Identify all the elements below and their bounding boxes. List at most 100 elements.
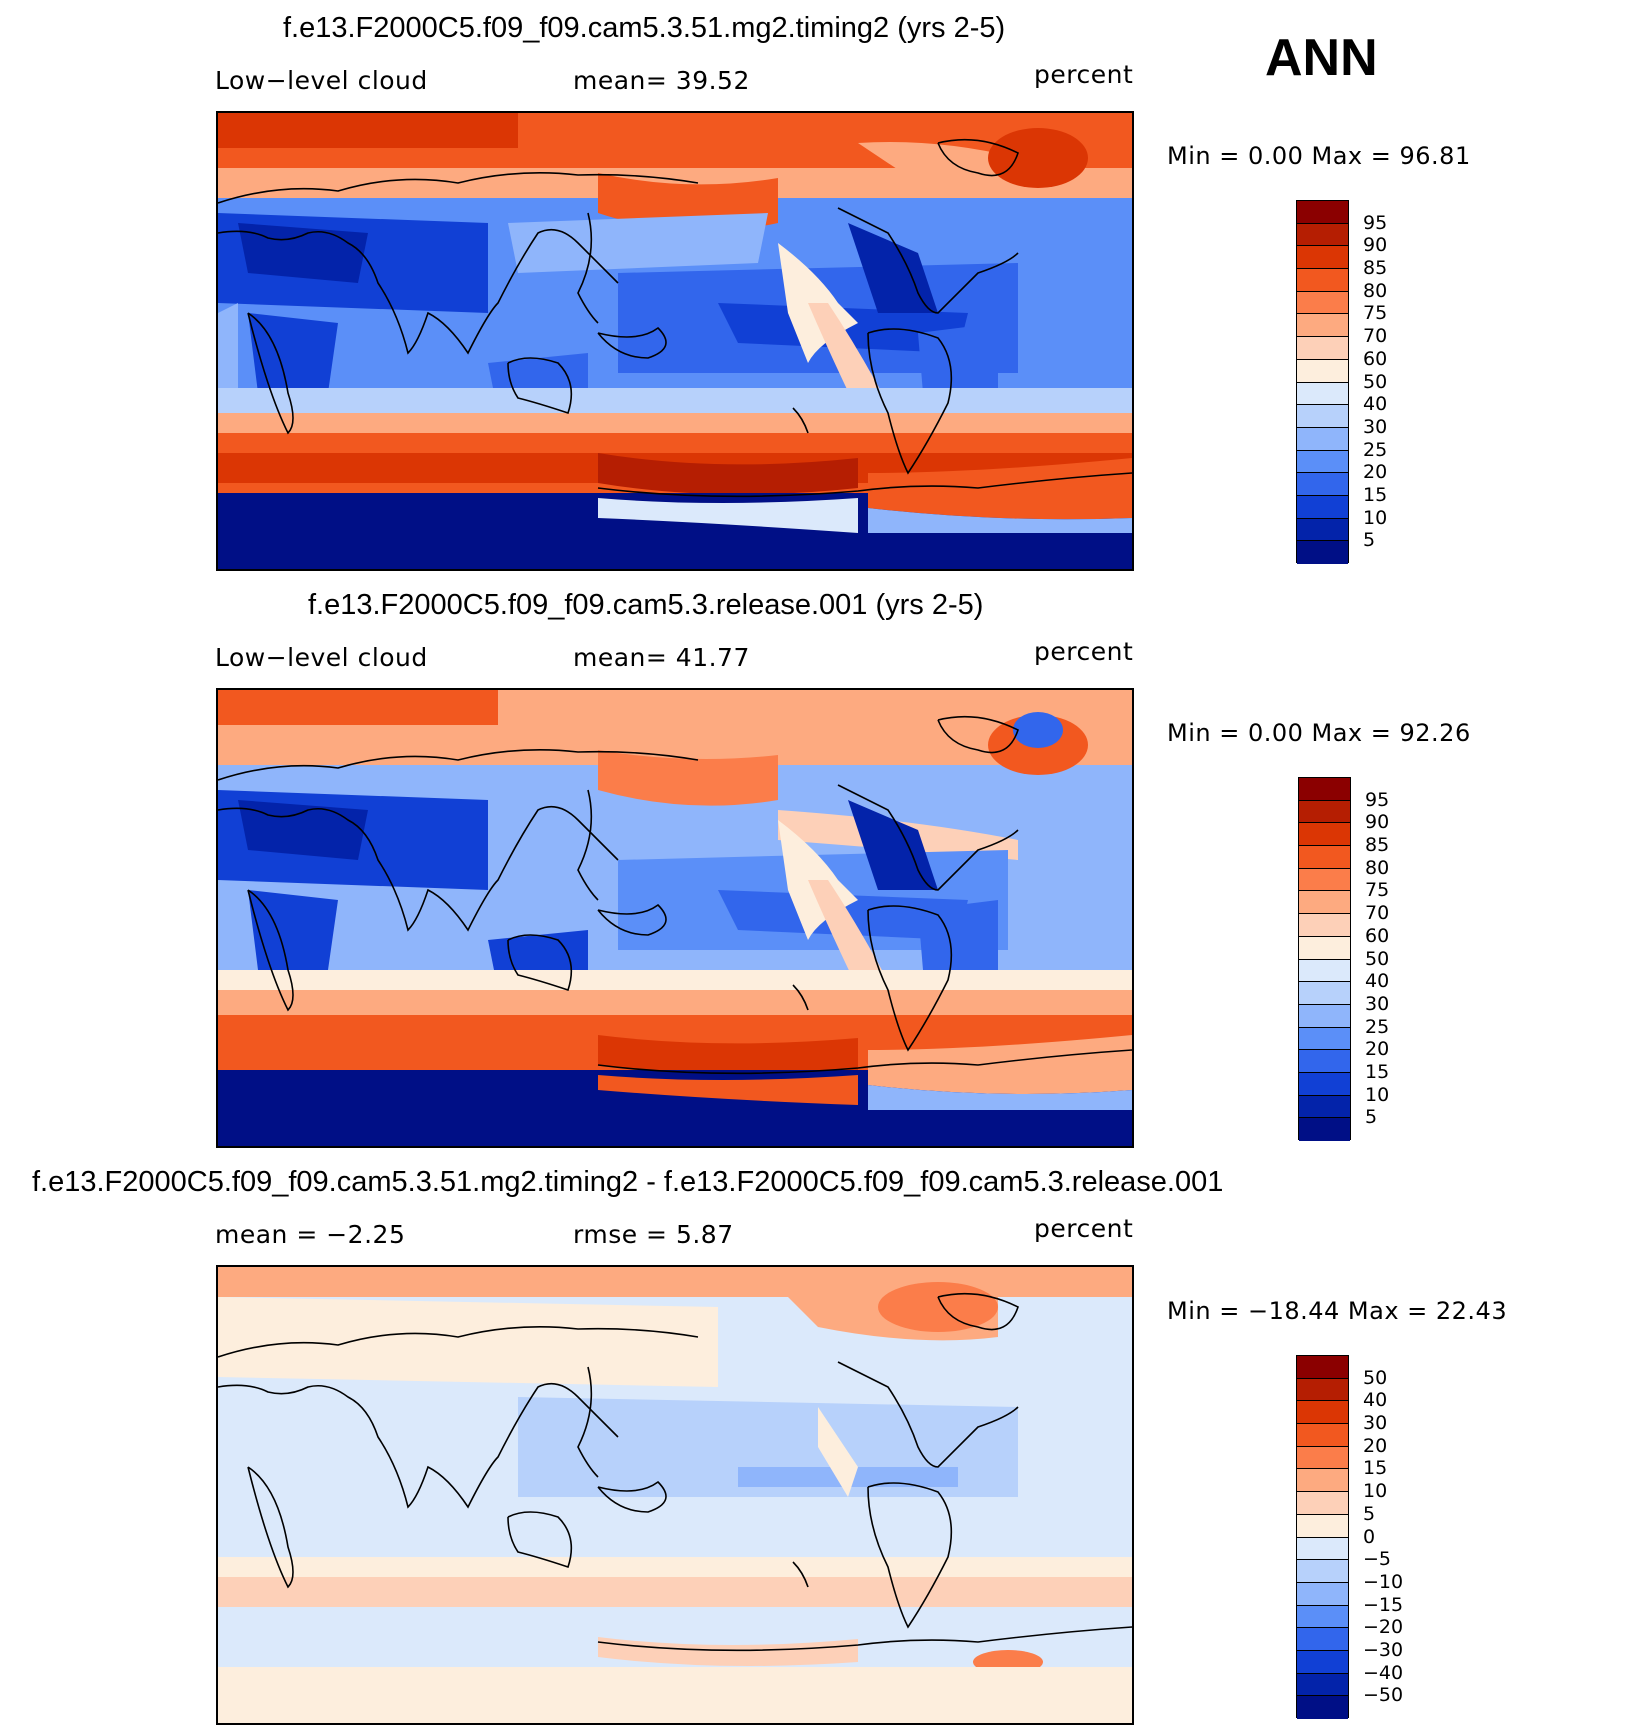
colorbar-swatch [1299, 891, 1350, 915]
colorbar-swatch [1297, 1605, 1348, 1629]
colorbar-tick-label: −20 [1363, 1616, 1404, 1639]
colorbar-tick-label: 60 [1365, 924, 1390, 947]
colorbar-swatch [1297, 1650, 1348, 1674]
colorbar-tick-label: 75 [1363, 302, 1388, 325]
colorbar-swatch [1297, 1696, 1348, 1719]
colorbar-swatch [1297, 337, 1348, 360]
colorbar-swatch [1297, 359, 1348, 383]
colorbar-swatch [1299, 823, 1350, 847]
colorbar-swatch [1297, 382, 1348, 406]
panel-3-colorbar-ticks: 50 40 30 20 15 10 5 0 −5 −10 −15 −20 −30 −40 −50 [1363, 1355, 1433, 1718]
colorbar-tick-label: −40 [1363, 1661, 1404, 1684]
colorbar-swatch [1297, 223, 1348, 247]
panel-2-variable-label: Low−level cloud [215, 643, 428, 672]
colorbar-swatch [1299, 936, 1350, 960]
colorbar-tick-label: 85 [1365, 834, 1390, 857]
colorbar-swatch [1297, 269, 1348, 292]
panel-3-colorbar [1296, 1355, 1349, 1719]
panel-3-rmse-label: rmse = 5.87 [573, 1220, 734, 1249]
colorbar-swatch [1299, 778, 1350, 801]
colorbar-swatch [1299, 1004, 1350, 1028]
panel-3-map-field [218, 1267, 1132, 1723]
colorbar-swatch [1299, 982, 1350, 1005]
colorbar-tick-label: 10 [1365, 1083, 1390, 1106]
colorbar-tick-label: 60 [1363, 347, 1388, 370]
panel-3-title: f.e13.F2000C5.f09_f09.cam5.3.51.mg2.timi… [32, 1166, 1224, 1198]
panel-1-units-label: percent [1034, 60, 1134, 89]
colorbar-tick-label: 5 [1365, 1106, 1378, 1129]
colorbar-swatch [1299, 1027, 1350, 1051]
colorbar-swatch [1297, 1424, 1348, 1447]
colorbar-tick-label: 70 [1365, 902, 1390, 925]
colorbar-swatch [1299, 800, 1350, 824]
colorbar-swatch [1297, 1582, 1348, 1606]
colorbar-tick-label: −50 [1363, 1684, 1404, 1707]
colorbar-tick-label: 25 [1363, 438, 1388, 461]
colorbar-tick-label: 95 [1363, 211, 1388, 234]
colorbar-swatch [1297, 1628, 1348, 1651]
panel-1-mean-label: mean= 39.52 [573, 66, 750, 95]
colorbar-swatch [1297, 473, 1348, 496]
colorbar-tick-label: 40 [1363, 393, 1388, 416]
panel-2-colorbar [1298, 777, 1351, 1141]
panel-2-colorbar-ticks: 95 90 85 80 75 70 60 50 40 30 25 20 15 10 5 [1365, 777, 1425, 1140]
colorbar-swatch [1297, 1469, 1348, 1493]
colorbar-tick-label: 30 [1363, 415, 1388, 438]
panel-1-colorbar [1296, 200, 1349, 564]
colorbar-tick-label: 20 [1363, 1434, 1388, 1457]
panel-2-min-max: Min = 0.00 Max = 92.26 [1167, 719, 1471, 747]
colorbar-swatch [1299, 914, 1350, 937]
colorbar-swatch [1299, 1072, 1350, 1096]
colorbar-swatch [1297, 1356, 1348, 1379]
colorbar-tick-label: 80 [1363, 279, 1388, 302]
colorbar-tick-label: −5 [1363, 1548, 1392, 1571]
colorbar-tick-label: 30 [1365, 992, 1390, 1015]
panel-2-mean-label: mean= 41.77 [573, 643, 750, 672]
colorbar-tick-label: 20 [1365, 1038, 1390, 1061]
panel-2-coastlines [218, 715, 1132, 1075]
colorbar-tick-label: −15 [1363, 1593, 1404, 1616]
colorbar-swatch [1297, 1492, 1348, 1515]
panel-1-map-field [218, 113, 1132, 569]
colorbar-swatch [1299, 1118, 1350, 1141]
panel-1-colorbar-ticks: 95 90 85 80 75 70 60 50 40 30 25 20 15 10 5 [1363, 200, 1423, 563]
colorbar-tick-label: 90 [1365, 811, 1390, 834]
colorbar-tick-label: 15 [1365, 1060, 1390, 1083]
colorbar-tick-label: 5 [1363, 529, 1376, 552]
panel-1-coastlines [218, 138, 1132, 498]
colorbar-tick-label: 20 [1363, 461, 1388, 484]
panel-1-variable-label: Low−level cloud [215, 66, 428, 95]
colorbar-swatch [1297, 291, 1348, 315]
colorbar-swatch [1297, 518, 1348, 542]
colorbar-swatch [1297, 1560, 1348, 1583]
colorbar-tick-label: 95 [1365, 788, 1390, 811]
season-label: ANN [1265, 29, 1378, 87]
colorbar-tick-label: −30 [1363, 1638, 1404, 1661]
colorbar-swatch [1297, 1446, 1348, 1470]
colorbar-tick-label: 25 [1365, 1015, 1390, 1038]
colorbar-tick-label: 15 [1363, 1457, 1388, 1480]
colorbar-swatch [1297, 541, 1348, 564]
colorbar-swatch [1299, 1095, 1350, 1119]
panel-2-units-label: percent [1034, 637, 1134, 666]
colorbar-swatch [1299, 846, 1350, 869]
panel-3-units-label: percent [1034, 1214, 1134, 1243]
colorbar-tick-label: 50 [1363, 370, 1388, 393]
colorbar-swatch [1299, 1050, 1350, 1073]
colorbar-tick-label: 40 [1363, 1389, 1388, 1412]
colorbar-swatch [1297, 201, 1348, 224]
colorbar-swatch [1297, 1401, 1348, 1425]
panel-3-coastlines [218, 1292, 1132, 1652]
panel-2-map-field [218, 690, 1132, 1146]
colorbar-tick-label: 90 [1363, 234, 1388, 257]
panel-3-mean-label: mean = −2.25 [215, 1220, 406, 1249]
colorbar-tick-label: 80 [1365, 856, 1390, 879]
panel-1-title: f.e13.F2000C5.f09_f09.cam5.3.51.mg2.timi… [283, 12, 1006, 44]
colorbar-swatch [1297, 1537, 1348, 1561]
colorbar-tick-label: 10 [1363, 506, 1388, 529]
colorbar-swatch [1297, 314, 1348, 338]
colorbar-tick-label: 85 [1363, 257, 1388, 280]
colorbar-tick-label: 30 [1363, 1412, 1388, 1435]
colorbar-tick-label: 15 [1363, 483, 1388, 506]
colorbar-swatch [1297, 495, 1348, 519]
